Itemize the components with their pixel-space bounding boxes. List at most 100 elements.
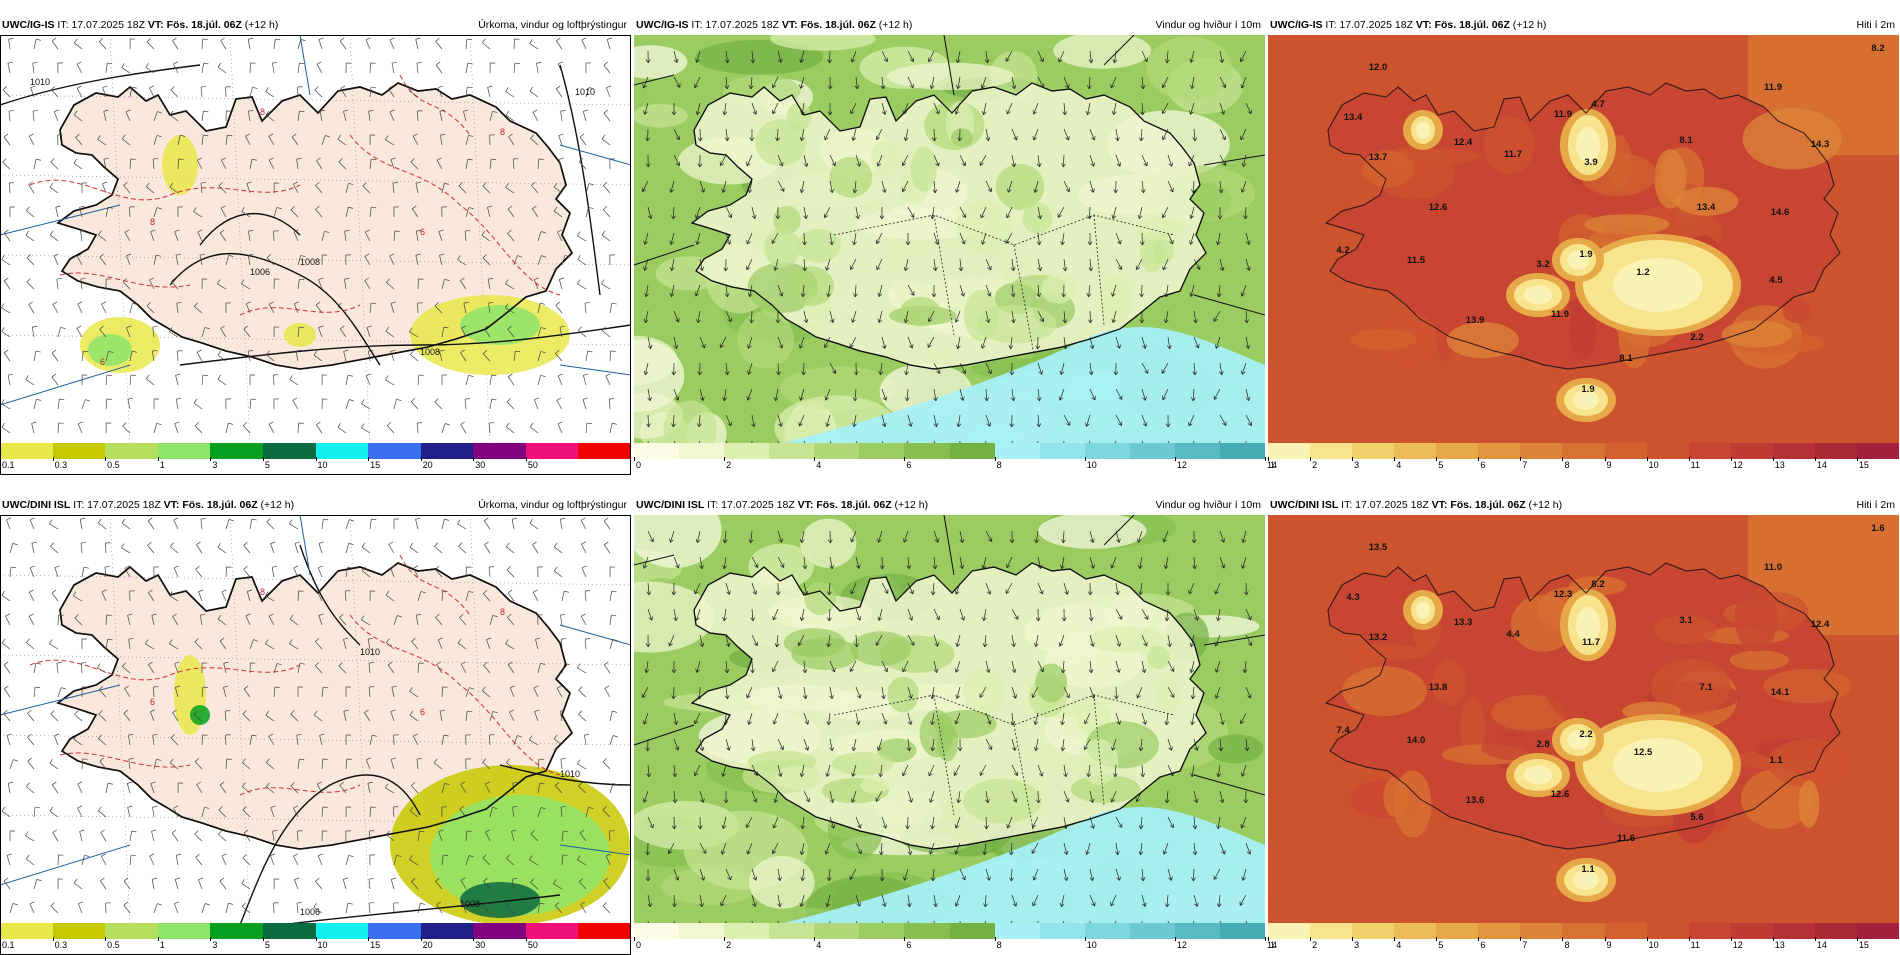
wind-speed-area [764, 228, 801, 268]
colorbar-swatch [368, 923, 421, 939]
wind-speed-area [749, 856, 815, 909]
colorbar-tick-label: 5 [265, 460, 270, 470]
colorbar-swatch [1520, 443, 1563, 459]
colorbar-tick-label: 2 [726, 940, 731, 950]
temperature-label: 13.7 [1369, 152, 1388, 163]
temperature-area [1735, 586, 1778, 651]
temperature-label: 12.3 [1554, 589, 1573, 600]
colorbar-tick-label: 10 [1087, 940, 1097, 950]
colorbar-swatch [473, 443, 526, 459]
map-svg [634, 515, 1265, 923]
colorbar-swatch [1773, 443, 1816, 459]
wind-speed-area [1023, 203, 1053, 234]
wind-speed-area [911, 146, 937, 191]
wind-speed-area [951, 128, 973, 147]
colorbar-tick-label: 10 [318, 940, 328, 950]
valid-time: VT: Fös. 18.júl. 06Z [148, 19, 242, 31]
colorbar-tick-label: 12 [1733, 460, 1743, 470]
product-name: Hiti í 2m [1856, 15, 1895, 35]
temperature-label: 11.5 [1407, 255, 1426, 266]
colorbar-swatch [1040, 443, 1086, 459]
colorbar-swatch [473, 923, 526, 939]
colorbar-swatch [769, 443, 815, 459]
colorbar-tick-label: 3 [1354, 940, 1359, 950]
temperature-label: 1.1 [1581, 864, 1595, 875]
model-name: UWC/DINI ISL [634, 499, 704, 511]
colorbar-tick-label: 20 [423, 460, 433, 470]
wind-speed-area [1080, 739, 1119, 785]
temperature-label: 13.8 [1429, 682, 1448, 693]
colorbar-tick-label: 15 [1859, 460, 1869, 470]
colorbar-swatch [679, 923, 725, 939]
colorbar-swatch [1130, 443, 1176, 459]
wind-speed-area [755, 119, 806, 166]
colorbar-swatch [53, 443, 106, 459]
wind-speed-area [1146, 36, 1232, 100]
colorbar-tick-label: 9 [1607, 940, 1612, 950]
temperature-area [1342, 666, 1427, 716]
colorbar-tick-label: 5 [1438, 940, 1443, 950]
model-name: UWC/IG-IS [1268, 19, 1323, 31]
colorbar-swatch [105, 443, 158, 459]
colorbar-tick-label: 6 [906, 940, 911, 950]
temperature-area [1389, 234, 1482, 297]
colorbar-swatch [1436, 443, 1479, 459]
colorbar-tick-label: 2 [1312, 460, 1317, 470]
temperature-label: 11.7 [1582, 637, 1600, 648]
wind-speed-area [977, 305, 1057, 343]
colorbar-swatch [1689, 443, 1732, 459]
model-name: UWC/DINI ISL [1268, 499, 1338, 511]
init-time: IT: 17.07.2025 18Z [57, 19, 145, 31]
colorbar-swatch [995, 923, 1041, 939]
temperature-label: 13.4 [1344, 112, 1363, 123]
temperature-label: 1.6 [1871, 523, 1884, 534]
temperature-label: 1.9 [1581, 384, 1594, 395]
temperature-label: 4.5 [1769, 275, 1783, 286]
temperature-label: 13.2 [1369, 632, 1388, 643]
colorbar-swatch [1436, 923, 1479, 939]
isotherm-label: 8 [260, 587, 265, 597]
temperature-label: 3.9 [1584, 157, 1597, 168]
temperature-area [1418, 700, 1453, 720]
colorbar-swatch [158, 443, 211, 459]
colorbar-swatch [1085, 443, 1131, 459]
colorbar-tick-label: 8 [1564, 460, 1569, 470]
colorbar-swatch [421, 443, 474, 459]
valid-time: VT: Fös. 18.júl. 06Z [164, 499, 258, 511]
map-area [634, 515, 1265, 923]
temperature-label: 8.2 [1871, 43, 1884, 54]
colorbar-swatch [679, 443, 725, 459]
colorbar-swatch [421, 923, 474, 939]
colorbar-tick-label: 20 [423, 940, 433, 950]
init-time: IT: 17.07.2025 18Z [707, 499, 795, 511]
isotherm-label: 6 [420, 227, 425, 237]
colorbar-tick-label: 7 [1522, 460, 1527, 470]
temperature-area [1340, 644, 1428, 660]
colorbar-tick-label: 8 [997, 460, 1002, 470]
colorbar-swatch [210, 923, 263, 939]
wind-speed-area [963, 779, 1041, 824]
colorbar-swatch [1310, 443, 1353, 459]
colorbar-swatch [1647, 923, 1690, 939]
colorbar-swatch [1040, 923, 1086, 939]
temperature-label: 1.1 [1769, 755, 1783, 766]
colorbar-swatch [724, 923, 770, 939]
wind-speed-area [797, 229, 841, 263]
map-panel-precip: UWC/IG-IS IT: 17.07.2025 18Z VT: Fös. 18… [0, 15, 631, 475]
map-area [634, 35, 1265, 443]
map-panel-temp: UWC/DINI ISL IT: 17.07.2025 18Z VT: Fös.… [1268, 495, 1899, 955]
colorbar-tick-label: 3 [212, 460, 217, 470]
wind-speed-area [634, 104, 688, 128]
temperature-area [1633, 89, 1692, 129]
init-time: IT: 17.07.2025 18Z [691, 19, 779, 31]
colorbar-swatch [1689, 923, 1732, 939]
colorbar-swatch [316, 923, 369, 939]
temperature-label: 7.4 [1336, 725, 1350, 736]
colorbar-swatch [814, 443, 860, 459]
colorbar-swatch [1478, 443, 1521, 459]
temperature-label: 11.6 [1617, 833, 1635, 844]
colorbar-swatch [1815, 443, 1858, 459]
isobar-label: 1008 [420, 347, 440, 357]
